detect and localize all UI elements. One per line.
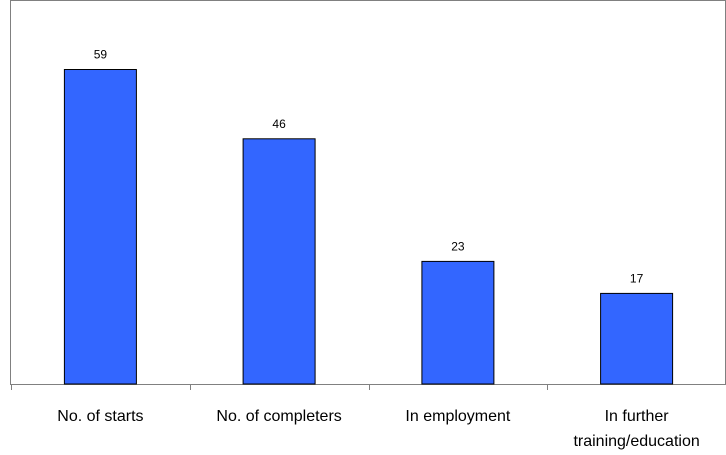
- bar-4: [600, 292, 674, 385]
- data-label-2: 46: [272, 117, 286, 131]
- category-label-3: In employment: [405, 408, 510, 425]
- category-label-1: No. of starts: [57, 408, 143, 425]
- bar-1: [63, 69, 137, 385]
- bar-2: [242, 138, 316, 385]
- category-label-4: training/education: [573, 433, 699, 450]
- bar-3: [421, 260, 495, 385]
- category-label-4: In further: [605, 408, 670, 425]
- data-label-3: 23: [451, 239, 465, 253]
- data-label-4: 17: [630, 271, 644, 285]
- category-label-2: No. of completers: [216, 408, 341, 425]
- data-label-1: 59: [94, 48, 108, 62]
